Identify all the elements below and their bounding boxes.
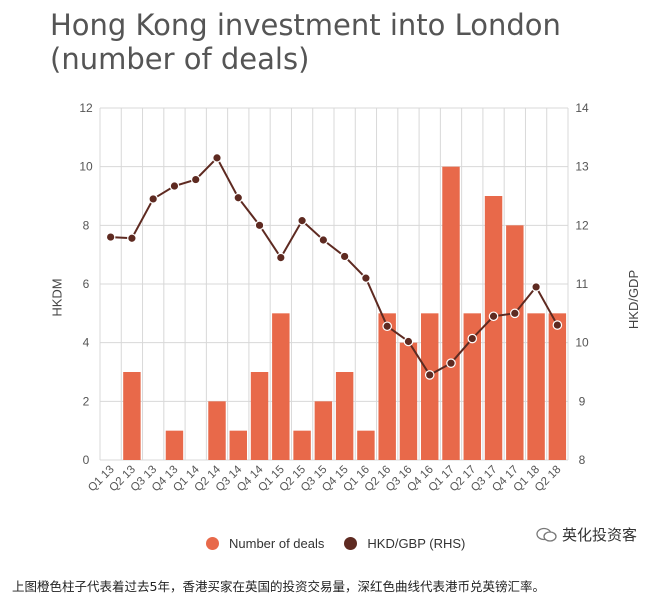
y-tick-left: 0 [83, 453, 90, 467]
legend-swatch-deals [206, 537, 219, 550]
y-tick-right: 8 [579, 453, 586, 467]
bar-deals [484, 196, 503, 460]
point-hkdgbp [212, 153, 222, 163]
bar-deals [378, 313, 396, 460]
bar-deals [357, 430, 375, 460]
point-hkdgbp [297, 215, 307, 226]
bar-deals [250, 372, 269, 460]
point-hkdgbp [105, 232, 116, 242]
bar-deals [314, 401, 333, 460]
bar-deals [527, 313, 545, 460]
point-hkdgbp [382, 321, 392, 332]
bar-deals [421, 313, 439, 460]
bar-deals [165, 430, 184, 460]
point-hkdgbp [169, 181, 180, 191]
caption: 上图橙色柱子代表着过去5年，香港买家在英国的投资交易量，深红色曲线代表港币兑英镑… [12, 579, 545, 594]
watermark: 英化投资客 [536, 524, 637, 545]
legend-item-deals: Number of deals [206, 536, 324, 551]
wechat-icon [536, 527, 557, 542]
bar-deals [208, 401, 226, 460]
legend-label-hkdgbp: HKD/GBP (RHS) [367, 536, 466, 551]
point-hkdgbp [361, 273, 371, 283]
y-tick-left: 8 [83, 218, 90, 232]
bar-deals [293, 430, 311, 460]
y-tick-left: 2 [83, 394, 90, 408]
point-hkdgbp [403, 336, 414, 347]
y-tick-left: 6 [83, 277, 90, 291]
y-tick-right: 14 [575, 101, 589, 115]
bar-deals [335, 372, 354, 460]
y-tick-right: 11 [576, 277, 589, 291]
point-hkdgbp [467, 333, 478, 344]
bar-deals [506, 225, 524, 460]
watermark-text: 英化投资客 [562, 527, 638, 544]
line-hkdgbp [110, 156, 559, 377]
legend-label-deals: Number of deals [229, 536, 325, 551]
bar-deals [463, 313, 481, 460]
y-tick-right: 12 [575, 218, 589, 232]
chart-legend: Number of deals HKD/GBP (RHS) [206, 536, 485, 551]
bar-deals [548, 313, 567, 460]
y-tick-left: 12 [79, 101, 93, 115]
chart-title: Hong Kong investment into London (number… [50, 8, 561, 76]
point-hkdgbp [233, 192, 244, 203]
point-hkdgbp [424, 370, 435, 380]
y-tick-left: 4 [83, 336, 90, 350]
y-tick-right: 13 [575, 160, 589, 174]
bar-deals [229, 430, 247, 460]
y-tick-left: 10 [79, 160, 93, 174]
point-hkdgbp [127, 233, 137, 244]
bar-deals [123, 372, 141, 460]
bar-deals [272, 313, 290, 460]
legend-swatch-hkdgbp [344, 537, 358, 550]
point-hkdgbp [148, 194, 158, 204]
point-hkdgbp [276, 252, 286, 263]
point-hkdgbp [531, 282, 541, 292]
y-tick-right: 9 [579, 394, 586, 408]
point-hkdgbp [190, 174, 201, 185]
point-hkdgbp [510, 308, 520, 319]
point-hkdgbp [339, 251, 350, 262]
bar-deals [399, 342, 418, 460]
point-hkdgbp [552, 320, 563, 330]
point-hkdgbp [254, 220, 265, 231]
point-hkdgbp [446, 358, 456, 368]
y-tick-right: 10 [575, 336, 589, 350]
legend-item-hkdgbp: HKD/GBP (RHS) [344, 536, 465, 551]
bar-deals [442, 166, 460, 460]
point-hkdgbp [488, 311, 499, 322]
point-hkdgbp [318, 235, 329, 245]
